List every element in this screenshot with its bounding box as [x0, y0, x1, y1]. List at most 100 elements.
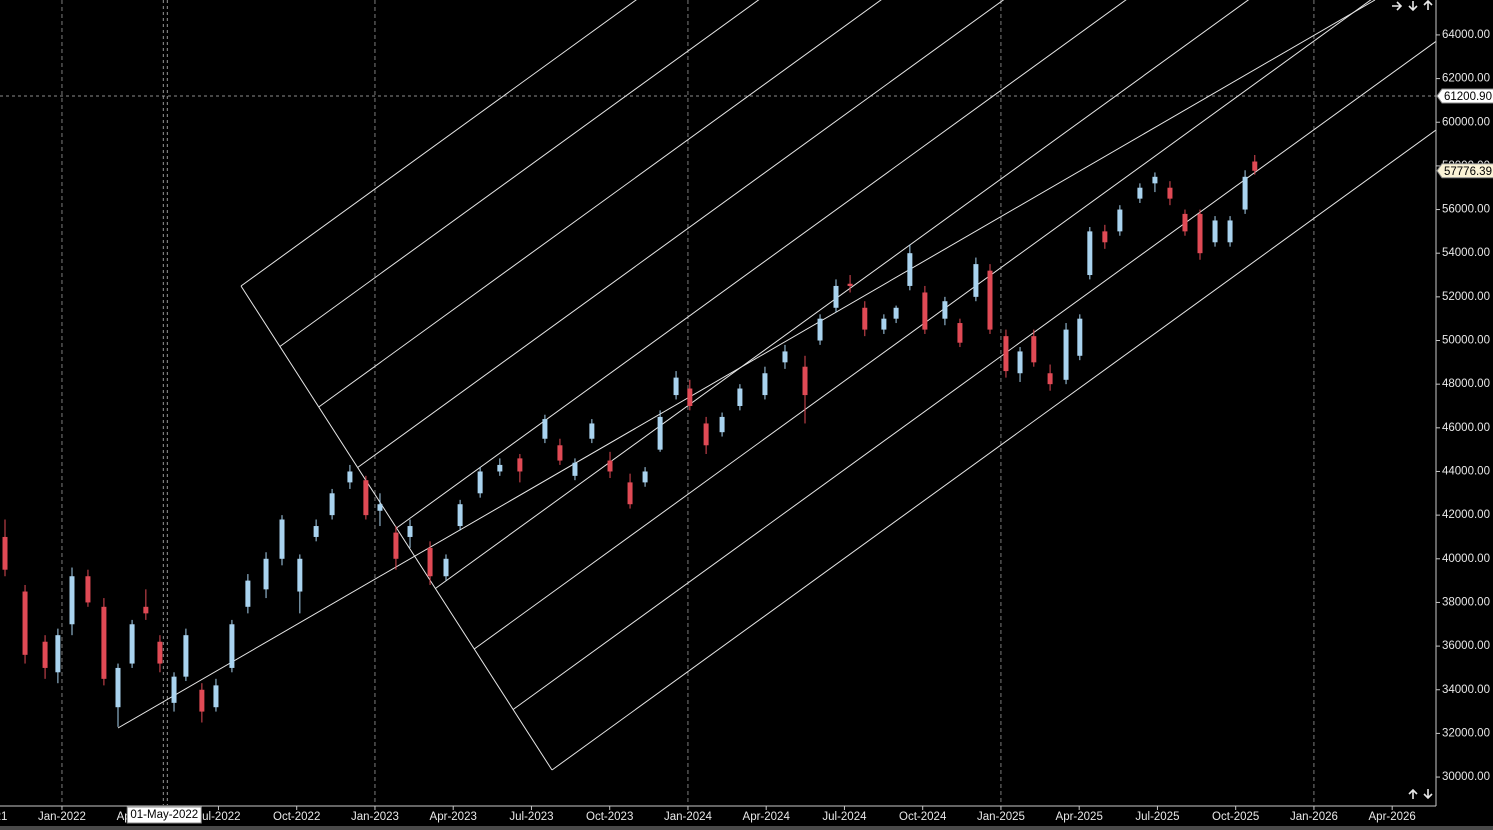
candle-body: [477, 471, 483, 494]
candle-body: [1227, 220, 1233, 243]
candle-body: [1047, 373, 1053, 385]
x-tick-label: Jan-2024: [664, 811, 713, 823]
crosshair-x-label: 01-May-2022: [130, 809, 198, 821]
candle-body: [557, 445, 563, 461]
y-tick-label: 36000.00: [1442, 640, 1490, 652]
x-tick-label: Apr-2023: [430, 811, 477, 823]
scroll-icons[interactable]: [1392, 0, 1433, 800]
channel-line: [357, 0, 1005, 468]
y-tick-label: 46000.00: [1442, 422, 1490, 434]
candle-body: [817, 318, 823, 341]
channel-line: [435, 0, 1250, 589]
candle-body: [542, 419, 548, 439]
channel-line: [512, 40, 1436, 710]
candle-body: [517, 458, 523, 472]
x-tick-label: Jan-2026: [1290, 811, 1338, 823]
y-tick-label: 32000.00: [1442, 727, 1490, 739]
candle-body: [1197, 213, 1203, 254]
candle-body: [987, 270, 993, 330]
candle-body: [42, 641, 48, 668]
channel-line: [551, 129, 1436, 771]
candle-body: [703, 423, 709, 446]
candle-body: [1102, 231, 1108, 243]
candle-body: [1182, 213, 1188, 232]
x-tick-label: Apr-2026: [1369, 811, 1416, 823]
candle-body: [143, 606, 149, 614]
candle-body: [973, 264, 979, 297]
candle-body: [377, 504, 383, 511]
candle-body: [627, 482, 633, 505]
y-tick-label: 48000.00: [1442, 378, 1490, 390]
candle-body: [589, 423, 595, 439]
x-tick-label: Jul-2023: [509, 811, 553, 823]
arrow-right-icon[interactable]: [1392, 1, 1403, 11]
candle-body: [297, 558, 303, 592]
trend-line: [117, 0, 1376, 729]
candle-body: [922, 292, 928, 330]
candle-body: [687, 388, 693, 406]
candle-body: [833, 285, 839, 308]
x-tick-label: Oct-2025: [1212, 811, 1259, 823]
channel-line: [279, 0, 760, 347]
y-tick-label: 30000.00: [1442, 771, 1490, 783]
x-tick-label: Jul-2022: [196, 811, 240, 823]
y-tick-label: 52000.00: [1442, 291, 1490, 303]
channel-line: [318, 0, 882, 408]
candle-body: [183, 635, 189, 677]
candle-body: [329, 493, 335, 516]
x-tick-label: Jan-2025: [977, 811, 1025, 823]
candle-body: [1031, 336, 1037, 363]
candle-body: [802, 366, 808, 396]
candle-body: [893, 307, 899, 319]
candle-body: [55, 635, 61, 673]
candle-body: [69, 576, 75, 625]
zoom-down-icon[interactable]: [1423, 789, 1433, 800]
y-tick-label: 60000.00: [1442, 116, 1490, 128]
x-tick-label: Apr-2025: [1056, 811, 1103, 823]
candle-body: [245, 580, 251, 607]
x-tick-label: Jul-2024: [822, 811, 867, 823]
candle-body: [1017, 351, 1023, 374]
candle-body: [1087, 231, 1093, 276]
candle-body: [497, 464, 503, 472]
last-price-label: 57776.39: [1444, 166, 1492, 178]
arrow-down-icon[interactable]: [1408, 1, 1418, 12]
candle-body: [213, 685, 219, 708]
x-tick-label: Jan-2022: [38, 811, 86, 823]
zoom-up-icon[interactable]: [1408, 788, 1418, 799]
candle-body: [1252, 161, 1258, 171]
grid: [0, 0, 1436, 805]
candle-body: [1117, 209, 1123, 232]
y-tick-label: 50000.00: [1442, 335, 1490, 347]
candle-body: [847, 283, 853, 286]
candle-body: [1137, 187, 1143, 199]
candle-body: [85, 576, 91, 603]
axes: 30000.00 32000.00 34000.00 36000.00 38000.00…: [0, 29, 1493, 824]
crosshair-y-box: [1436, 88, 1493, 104]
candle-body: [129, 624, 135, 664]
candle-body: [115, 667, 121, 708]
last-price-box: [1436, 163, 1493, 179]
candle-body: [1167, 187, 1173, 199]
candle-body: [1063, 329, 1069, 380]
x-tick-label: Oct-2022: [273, 811, 320, 823]
candle-body: [762, 373, 768, 396]
y-tick-label: 64000.00: [1442, 29, 1490, 41]
candle-body: [1077, 318, 1083, 356]
candle-body: [1003, 336, 1009, 372]
candle-body: [407, 526, 413, 537]
candles: [2, 154, 1258, 727]
x-tick-label: Oct-2021: [0, 811, 7, 823]
candle-body: [229, 624, 235, 668]
channel-line: [396, 0, 1127, 529]
arrow-up-icon[interactable]: [1423, 0, 1433, 10]
candle-body: [363, 480, 369, 516]
candle-body: [313, 526, 319, 537]
channel-line: [473, 0, 1372, 650]
x-tick-label: Oct-2024: [899, 811, 947, 823]
y-tick-label: 56000.00: [1442, 204, 1490, 216]
x-tick-label: Jan-2023: [351, 811, 399, 823]
candle-body: [157, 641, 163, 664]
